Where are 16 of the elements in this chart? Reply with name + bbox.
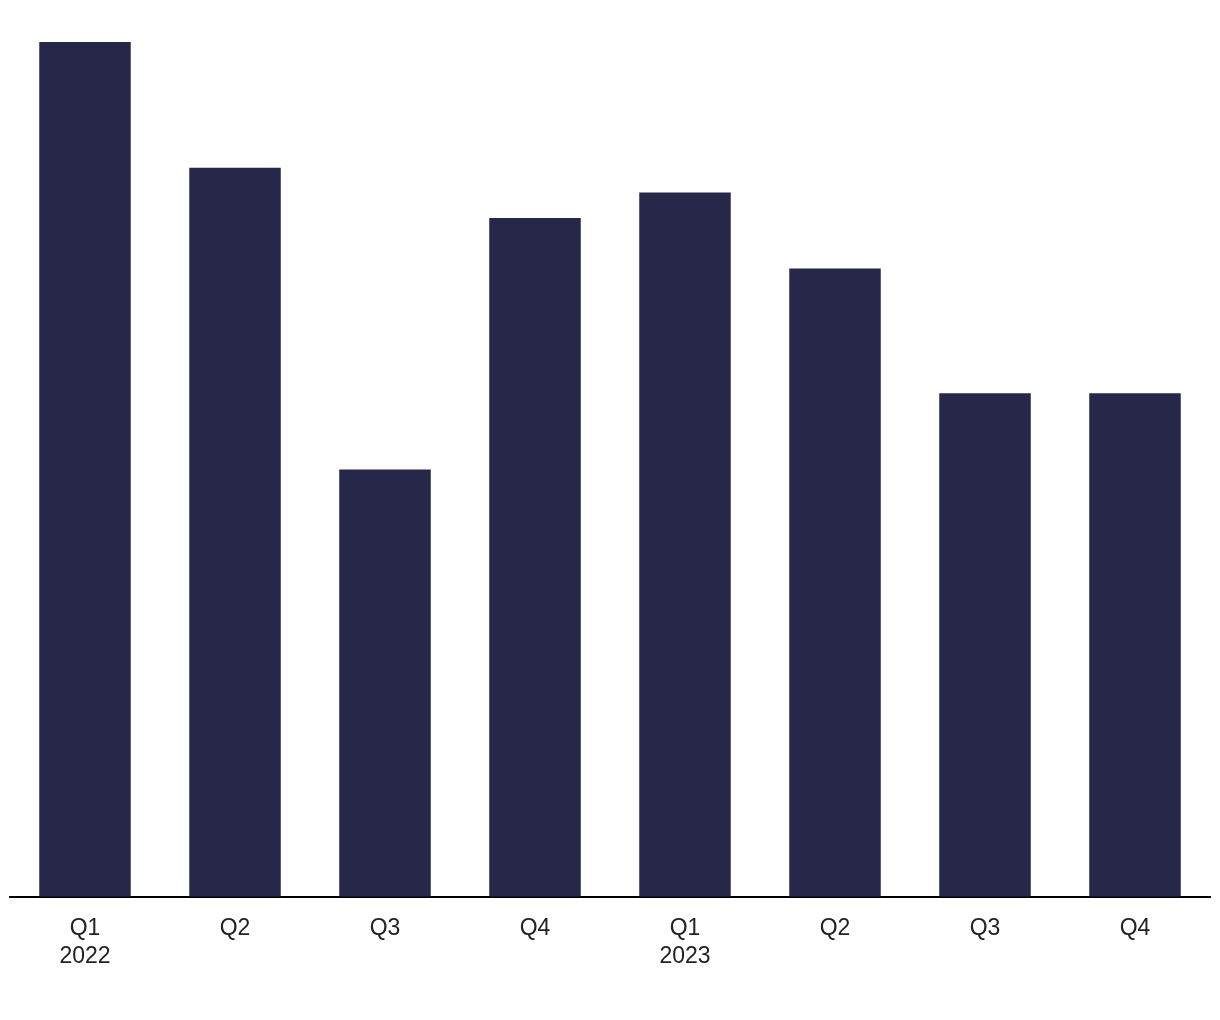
x-tick-label: Q4 <box>519 913 551 940</box>
x-tick-label: Q1 2023 <box>659 913 711 968</box>
x-tick-label: Q4 <box>1119 913 1151 940</box>
bar <box>189 167 281 897</box>
x-tick-label: Q2 <box>219 913 251 940</box>
x-tick-label: Q3 <box>969 913 1001 940</box>
bar <box>489 218 581 897</box>
bar <box>1089 393 1181 897</box>
bar <box>339 469 431 897</box>
bar <box>789 268 881 897</box>
x-tick-label: Q3 <box>369 913 401 940</box>
bar <box>939 393 1031 897</box>
bar <box>639 192 731 897</box>
bar <box>39 42 131 897</box>
x-tick-label: Q1 2022 <box>59 913 111 968</box>
x-tick-label: Q2 <box>819 913 851 940</box>
